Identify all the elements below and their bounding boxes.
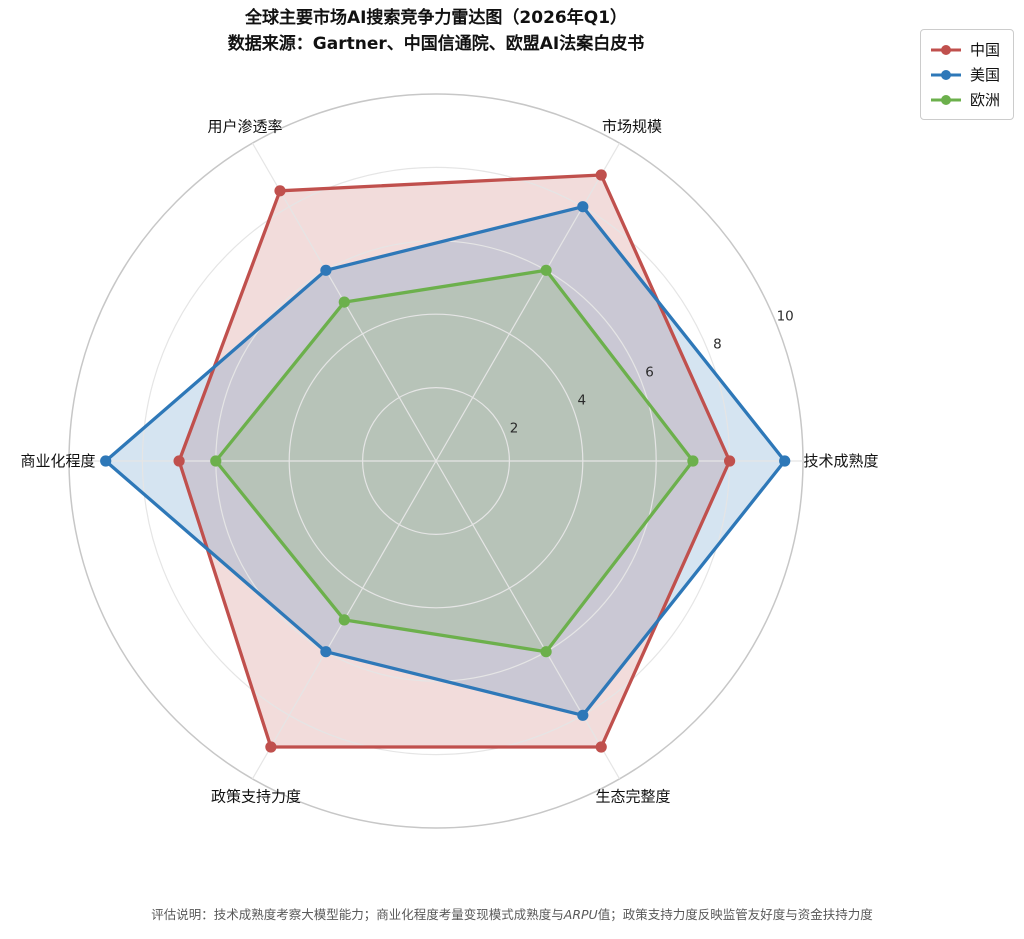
legend-item-中国: 中国 [930,37,1004,62]
axis-label-技术成熟度: 技术成熟度 [803,452,878,470]
footnote: 评估说明：技术成熟度考察大模型能力；商业化程度考量变现模式成熟度与ARPU值；政… [0,904,1024,923]
legend-marker-icon [931,44,961,55]
legend-label: 欧洲 [970,91,1001,109]
data-point-美国-市场规模 [577,201,589,213]
data-point-欧洲-商业化程度 [210,455,222,467]
legend-marker-icon [931,94,961,105]
data-point-欧洲-用户渗透率 [338,296,350,308]
series-lines [100,169,791,753]
axis-label-生态完整度: 生态完整度 [595,788,670,806]
footnote-text-end: 值；政策支持力度反映监管友好度与资金扶持力度 [597,907,873,922]
legend-dot [941,94,951,105]
axis-label-用户渗透率: 用户渗透率 [207,117,282,135]
r-tick-label: 2 [510,421,519,437]
data-point-美国-技术成熟度 [779,455,791,467]
data-point-欧洲-生态完整度 [540,646,552,658]
legend-label: 中国 [970,41,1001,59]
data-point-中国-生态完整度 [595,741,607,753]
legend-label: 美国 [970,66,1001,84]
data-point-美国-商业化程度 [100,455,112,467]
r-tick-label: 10 [777,308,794,324]
data-point-欧洲-市场规模 [540,264,552,276]
r-tick-label: 6 [645,365,654,381]
data-point-中国-用户渗透率 [274,185,286,197]
axis-label-政策支持力度: 政策支持力度 [211,788,301,806]
data-point-美国-用户渗透率 [320,264,332,276]
chart-subtitle: 数据来源：Gartner、中国信通院、欧盟AI法案白皮书 [227,33,645,54]
footnote-text: 评估说明：技术成熟度考察大模型能力；商业化程度考量变现模式成熟度与 [151,907,564,922]
data-point-美国-生态完整度 [577,709,589,721]
axis-spoke-市场规模 [435,142,621,462]
legend-dot [941,44,951,55]
chart-title-block: 全球主要市场AI搜索竞争力雷达图（2026年Q1） 数据来源：Gartner、中… [0,6,872,57]
legend-marker-icon [931,69,961,80]
legend-dot [941,69,951,80]
legend: 中国 美国 欧洲 [920,29,1014,120]
axis-spoke-生态完整度 [435,460,621,780]
r-tick-label: 8 [713,336,722,352]
data-point-中国-技术成熟度 [724,455,736,467]
legend-item-欧洲: 欧洲 [930,87,1004,112]
data-point-欧洲-技术成熟度 [687,455,699,467]
data-point-中国-政策支持力度 [265,741,277,753]
axis-label-市场规模: 市场规模 [602,117,662,135]
data-point-中国-市场规模 [595,169,607,181]
r-tick-label: 4 [578,393,587,409]
data-point-美国-政策支持力度 [320,646,332,658]
axis-label-商业化程度: 商业化程度 [20,452,95,470]
footnote-arpu: ARPU [563,907,598,922]
chart-title: 全球主要市场AI搜索竞争力雷达图（2026年Q1） [244,8,628,28]
data-point-中国-商业化程度 [173,455,185,467]
legend-item-美国: 美国 [930,62,1004,87]
data-point-欧洲-政策支持力度 [338,614,350,626]
